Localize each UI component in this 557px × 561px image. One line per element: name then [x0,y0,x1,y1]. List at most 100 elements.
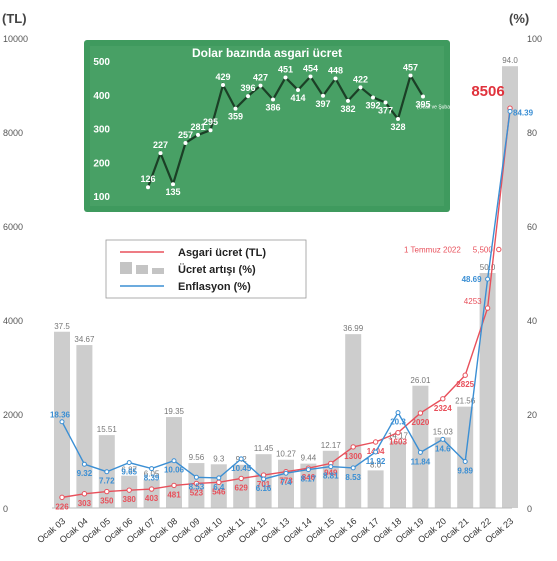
right-axis-label: (%) [509,11,529,26]
inflation-point [283,470,289,476]
inset-value-label: 422 [353,74,368,84]
inflation-point [395,410,401,416]
inset-value-label: 295 [203,117,218,127]
inflation-point [350,465,356,471]
left-tick-label: 0 [3,504,8,514]
inflation-point [328,464,334,470]
wage-point [462,372,468,378]
left-axis-label: (TL) [2,11,27,26]
inflation-value-label: 7.4 [280,478,292,487]
inflation-point [149,466,155,472]
inset-value-label: 448 [328,66,343,76]
inset-tick-label: 300 [93,125,110,136]
inflation-value-label: 9.89 [457,467,473,476]
wage-extra-point [496,246,502,253]
bar-value-label: 94.0 [502,56,518,65]
inflation-point [261,476,267,482]
inflation-value-label: 11.84 [411,457,431,466]
wage-value-label: 546 [212,487,226,496]
wage-point [126,487,132,493]
inflation-value-label: 8.39 [144,474,160,483]
inset-point [321,93,325,98]
inset-point [296,88,300,93]
bar [76,345,93,508]
inset-value-label: 429 [215,72,230,82]
inset-tick-label: 100 [93,192,110,203]
wage-extra-note: 1 Temmuz 2022 [404,246,461,255]
wage-point [171,482,177,489]
inflation-value-label: 84.39 [513,108,534,117]
inset-point [271,97,275,102]
bar-value-label: 9.3 [213,454,225,463]
inflation-value-label: 9.32 [77,469,93,478]
bar-value-label: 36.99 [343,324,364,333]
inflation-point [373,449,379,455]
inset-point [221,82,225,87]
inset-panel [84,40,450,212]
wage-value-label: 2324 [434,404,452,413]
inflation-value-label: 10.06 [164,466,185,475]
right-tick-label: 20 [527,410,537,420]
inset-point [146,185,150,190]
right-tick-label: 0 [527,504,532,514]
wage-value-label: 949 [324,468,338,477]
inflation-value-label: 8.17 [301,475,317,484]
left-tick-label: 2000 [3,410,23,420]
inset-point [183,141,188,146]
legend-wage-label: Asgari ücret (TL) [178,247,266,259]
inflation-value-label: 8.53 [189,482,205,491]
wage-value-label: 380 [123,495,137,504]
inflation-point [193,474,199,480]
inflation-value-label: 11.92 [366,457,386,466]
inflation-point [81,461,87,467]
inset-point [246,94,250,99]
wage-point [238,475,244,482]
bar [390,441,406,508]
wage-value-label: 226 [55,502,69,511]
wage-point [193,480,200,487]
inset-tick-label: 400 [93,91,110,102]
inflation-value-label: 6.4 [213,483,225,492]
inset-point [208,128,213,133]
bar-value-label: 12.17 [321,441,342,450]
legend-inflation-label: Enflasyon (%) [178,281,251,293]
bar [479,273,496,508]
inflation-point [171,458,177,464]
inset-value-label: 395 [415,99,430,109]
bar-value-label: 15.03 [433,427,454,436]
wage-value-label: 4253 [464,297,482,306]
bar-value-label: 9.44 [301,454,317,463]
inset-point [333,76,338,81]
inset-point [196,132,200,137]
inset-value-label: 427 [253,73,268,83]
wage-point [81,491,88,497]
legend-bar-swatch [136,265,148,274]
left-tick-label: 8000 [3,128,23,138]
wage-value-label: 629 [235,483,249,492]
wage-value-label: 303 [78,499,92,508]
inset-value-label: 396 [240,83,255,93]
inset-point [258,83,263,88]
bar [233,464,250,508]
inset-value-label: 457 [403,63,418,73]
wage-value-label: 2020 [412,418,430,427]
bar-value-label: 50.0 [480,263,496,272]
wage-value-label: 846 [302,473,316,482]
bar [300,463,317,508]
bar [502,66,518,508]
bar-value-label: 9.56 [189,453,205,462]
inflation-value-label: 20.3 [390,418,406,427]
inflation-value-label: 8.53 [345,473,361,482]
inflation-point [507,108,513,114]
inflation-value-label: 10.45 [231,464,252,473]
inset-value-label: 386 [265,102,280,112]
inset-point [383,100,388,105]
bar-value-label: 15.51 [97,425,118,434]
legend-bar-swatch [120,262,132,274]
inflation-point [417,449,423,455]
wage-value-label: 1603 [389,438,407,447]
inflation-point [216,475,222,481]
inset-point [283,75,288,80]
bar [367,470,384,508]
